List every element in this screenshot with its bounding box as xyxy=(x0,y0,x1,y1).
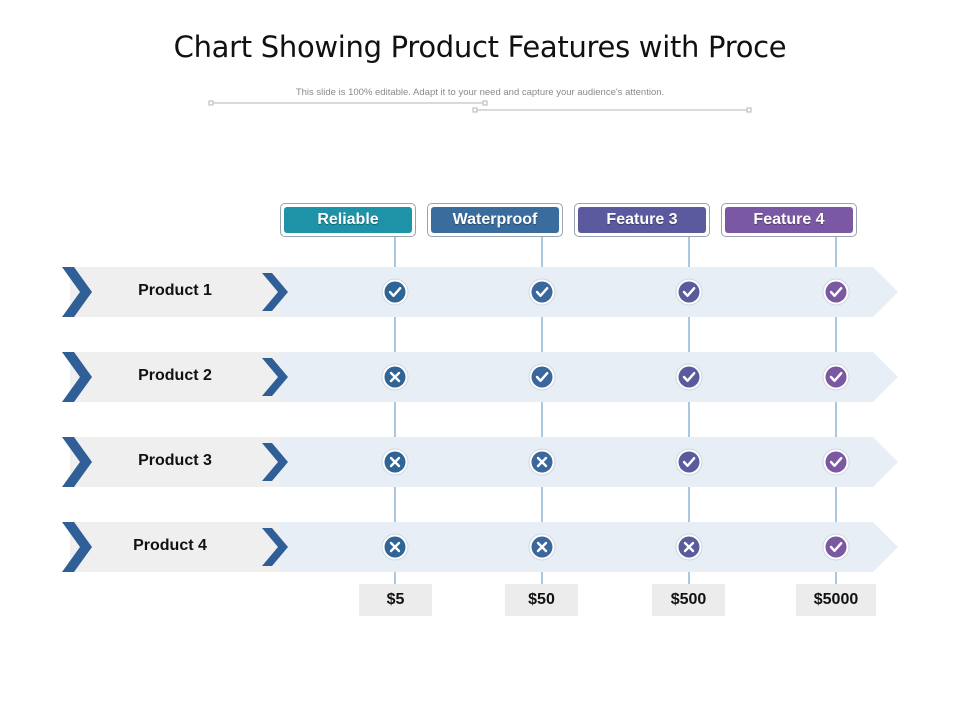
row-label-background xyxy=(70,352,280,402)
row-label-background xyxy=(70,267,280,317)
row-band xyxy=(262,352,898,402)
slide-title: Chart Showing Product Features with Proc… xyxy=(173,30,787,64)
feature-header: Feature 3 xyxy=(574,203,710,237)
left-chevron-icon xyxy=(62,352,92,402)
product-label: Product 1 xyxy=(138,282,212,299)
right-chevron-icon xyxy=(262,528,288,566)
cross-mark-icon xyxy=(381,363,409,391)
check-mark-icon xyxy=(675,278,703,306)
left-chevron-icon xyxy=(62,437,92,487)
product-label: Product 4 xyxy=(133,537,207,554)
right-chevron-icon xyxy=(262,273,288,311)
check-mark-icon xyxy=(381,278,409,306)
row-band xyxy=(262,437,898,487)
right-chevron-icon xyxy=(262,443,288,481)
check-mark-icon xyxy=(822,278,850,306)
feature-header: Feature 4 xyxy=(721,203,857,237)
row-band xyxy=(262,522,898,572)
cross-mark-icon xyxy=(528,533,556,561)
subtitle-underline xyxy=(208,100,752,113)
cross-mark-icon xyxy=(381,448,409,476)
cross-mark-icon xyxy=(528,448,556,476)
product-label: Product 3 xyxy=(138,452,212,469)
left-chevron-icon xyxy=(62,267,92,317)
price-label: $50 xyxy=(505,584,578,616)
price-label: $5000 xyxy=(796,584,876,616)
check-mark-icon xyxy=(675,448,703,476)
price-label: $5 xyxy=(359,584,432,616)
feature-header-label: Feature 3 xyxy=(578,207,706,233)
feature-header: Reliable xyxy=(280,203,416,237)
feature-header-label: Reliable xyxy=(284,207,412,233)
feature-header: Waterproof xyxy=(427,203,563,237)
cross-mark-icon xyxy=(675,533,703,561)
price-label: $500 xyxy=(652,584,725,616)
slide-subtitle: This slide is 100% editable. Adapt it to… xyxy=(295,87,665,98)
feature-header-label: Feature 4 xyxy=(725,207,853,233)
feature-header-label: Waterproof xyxy=(431,207,559,233)
check-mark-icon xyxy=(822,533,850,561)
row-label-background xyxy=(70,522,280,572)
row-band xyxy=(262,267,898,317)
check-mark-icon xyxy=(528,363,556,391)
left-chevron-icon xyxy=(62,522,92,572)
check-mark-icon xyxy=(822,363,850,391)
check-mark-icon xyxy=(528,278,556,306)
product-label: Product 2 xyxy=(138,367,212,384)
cross-mark-icon xyxy=(381,533,409,561)
right-chevron-icon xyxy=(262,358,288,396)
check-mark-icon xyxy=(675,363,703,391)
check-mark-icon xyxy=(822,448,850,476)
row-label-background xyxy=(70,437,280,487)
